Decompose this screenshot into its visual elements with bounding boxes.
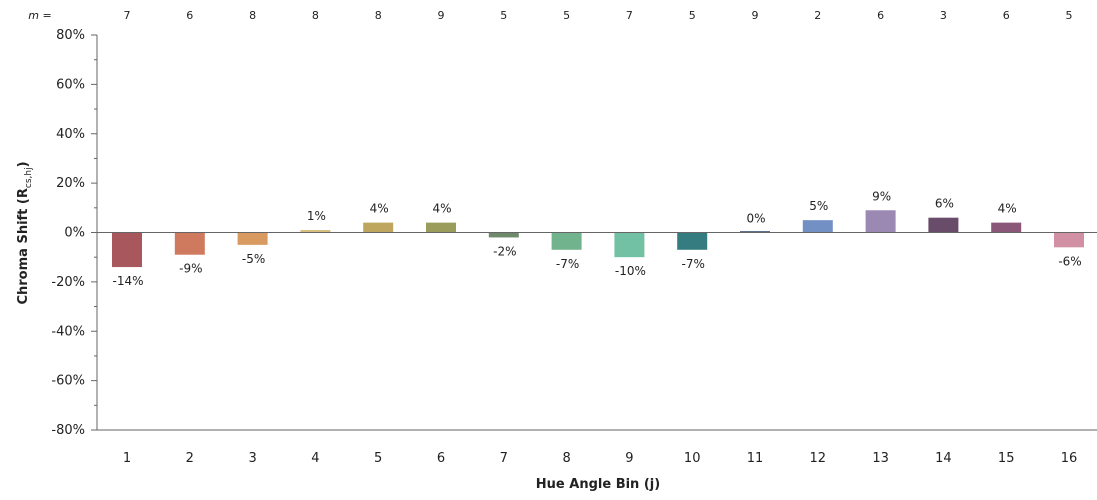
bar-value-label: -9%	[179, 262, 202, 276]
x-tick-label: 14	[935, 451, 952, 466]
bar-value-label: -10%	[615, 264, 646, 278]
bar-value-label: 0%	[746, 212, 765, 226]
bar	[551, 232, 582, 250]
m-count-label: 8	[312, 9, 319, 22]
bars: -14% -9% -5% 1% 4% 4% -2% -7% -10% -7% 0% 5% 9% 6% 4% -…	[112, 189, 1084, 288]
bar-value-label: -7%	[556, 257, 579, 271]
bar-value-label: 4%	[370, 202, 389, 216]
m-count-label: 6	[877, 9, 884, 22]
bar-value-label: 1%	[307, 209, 326, 223]
y-axis-title-close: )	[16, 161, 31, 167]
bar-value-label: -7%	[682, 257, 705, 271]
bar	[802, 220, 833, 233]
m-count-label: 8	[249, 9, 256, 22]
y-axis-title-sub: cs,hj	[24, 167, 34, 188]
bar-value-label: -2%	[493, 244, 516, 258]
m-count-label: 6	[186, 9, 193, 22]
x-tick-label: 10	[684, 451, 701, 466]
bar-value-label: 4%	[998, 202, 1017, 216]
x-tick-label: 2	[186, 451, 194, 466]
x-tick-label: 7	[500, 451, 508, 466]
bar	[363, 222, 394, 233]
x-tick-label: 5	[374, 451, 382, 466]
bar	[1054, 232, 1084, 248]
x-tick-label: 1	[123, 451, 131, 466]
y-tick-label: -60%	[51, 374, 85, 389]
bar	[237, 232, 268, 245]
x-tick-label: 3	[248, 451, 256, 466]
bar	[174, 232, 205, 255]
m-count-label: 3	[940, 9, 947, 22]
m-count-label: 5	[689, 9, 696, 22]
m-count-label: 5	[563, 9, 570, 22]
bar-value-label: 4%	[432, 202, 451, 216]
x-tick-label: 13	[872, 451, 889, 466]
bar	[112, 232, 142, 268]
m-count-label: 7	[626, 9, 633, 22]
y-tick-label: 40%	[56, 127, 85, 142]
bar	[677, 232, 708, 250]
y-tick-label: 20%	[56, 176, 85, 191]
bar	[300, 230, 331, 233]
y-tick-label: -20%	[51, 275, 85, 290]
bar-value-label: 6%	[935, 197, 954, 211]
bar	[928, 217, 959, 233]
x-axis: 1 2 3 4 5 6 7 8 9 10 11 12 13 14 15 16	[97, 232, 1097, 466]
y-tick-label: 0%	[64, 226, 85, 241]
bar	[426, 222, 456, 233]
y-tick-label: 80%	[56, 28, 85, 43]
bar-value-label: 9%	[872, 189, 891, 203]
bar	[614, 232, 645, 258]
m-count-label: 9	[438, 9, 445, 22]
bar-value-label: -14%	[112, 274, 143, 288]
m-count-label: 5	[500, 9, 507, 22]
x-tick-label: 9	[625, 451, 633, 466]
x-tick-label: 12	[810, 451, 827, 466]
x-axis-title: Hue Angle Bin (j)	[536, 477, 660, 492]
y-axis-title-main: Chroma Shift (R	[16, 188, 31, 304]
y-axis-title: Chroma Shift (Rcs,hj)	[16, 161, 34, 304]
m-count-label: 5	[1066, 9, 1073, 22]
m-count-label: 9	[752, 9, 759, 22]
bar-value-label: 5%	[809, 199, 828, 213]
y-tick-label: 60%	[56, 77, 85, 92]
x-tick-label: 6	[437, 451, 445, 466]
x-tick-label: 16	[1061, 451, 1078, 466]
bar	[488, 232, 519, 238]
m-count-label: 2	[814, 9, 821, 22]
x-tick-label: 4	[311, 451, 319, 466]
bar	[740, 231, 770, 233]
x-tick-label: 11	[747, 451, 764, 466]
bar	[865, 210, 896, 233]
m-count-label: 8	[375, 9, 382, 22]
y-tick-label: -80%	[51, 423, 85, 438]
m-prefix-label: m =	[28, 9, 51, 22]
x-tick-label: 15	[998, 451, 1015, 466]
x-tick-label: 8	[562, 451, 570, 466]
y-tick-label: -40%	[51, 324, 85, 339]
bar-value-label: -5%	[242, 252, 265, 266]
bar	[991, 222, 1022, 233]
m-count-label: 7	[124, 9, 131, 22]
m-count-label: 6	[1003, 9, 1010, 22]
y-axis: 80% 60% 40% 20% 0% -20% -40% -60% -80%	[51, 28, 98, 438]
m-count-row: 7 6 8 8 8 9 5 5 7 5 9 2 6 3 6 5	[124, 9, 1073, 22]
bar-value-label: -6%	[1058, 254, 1081, 268]
